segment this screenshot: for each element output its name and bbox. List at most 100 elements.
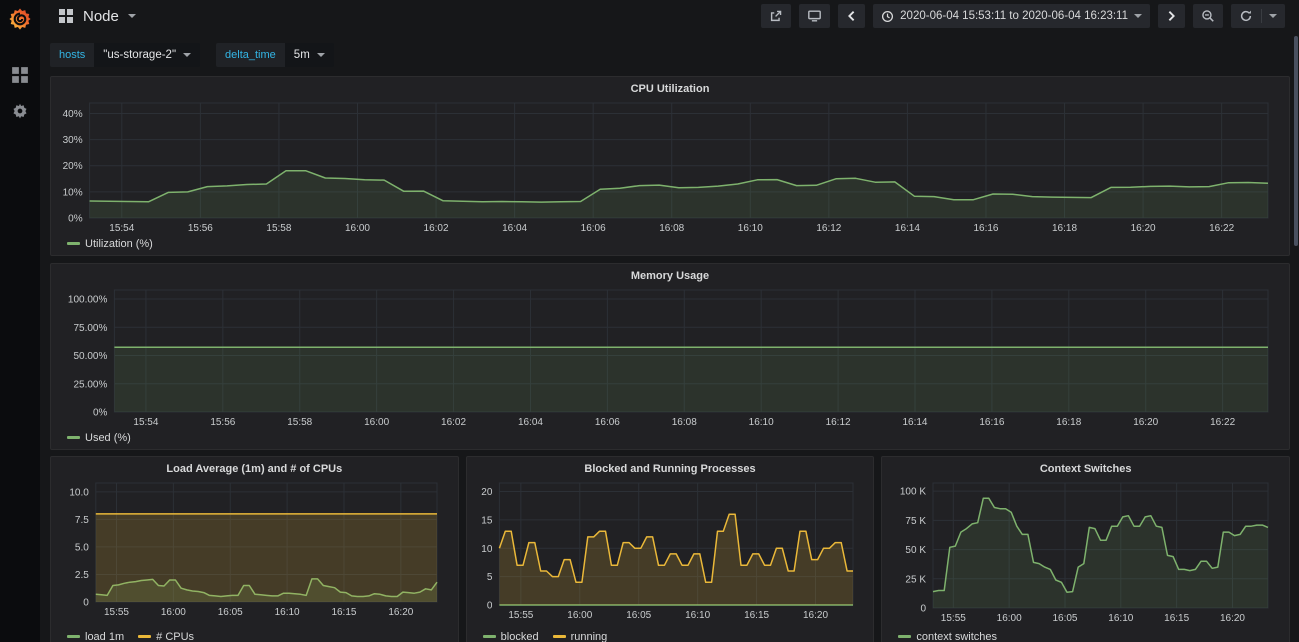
svg-text:16:14: 16:14: [902, 417, 927, 428]
svg-text:0%: 0%: [68, 214, 83, 225]
panel-blocked-running: Blocked and Running Processes 0510152015…: [466, 456, 875, 642]
chart-legend: context switches: [890, 628, 1281, 642]
time-shift-back-button[interactable]: [838, 4, 865, 28]
svg-text:16:10: 16:10: [685, 610, 710, 621]
time-range-text: 2020-06-04 15:53:11 to 2020-06-04 16:23:…: [900, 10, 1128, 22]
dashboards-icon[interactable]: [11, 66, 29, 84]
svg-text:16:10: 16:10: [738, 223, 763, 234]
variable-value-delta-time[interactable]: 5m: [285, 43, 334, 67]
legend-item-blocked[interactable]: blocked: [483, 631, 539, 642]
svg-text:25.00%: 25.00%: [73, 379, 107, 390]
svg-text:16:10: 16:10: [1109, 613, 1134, 624]
svg-text:16:22: 16:22: [1209, 223, 1234, 234]
scrollbar[interactable]: [1294, 36, 1298, 246]
svg-text:16:08: 16:08: [672, 417, 697, 428]
grafana-logo-icon[interactable]: [7, 6, 33, 32]
svg-text:25 K: 25 K: [906, 574, 927, 585]
panel-cpu-utilization: CPU Utilization 0%10%20%30%40%15:5415:56…: [50, 76, 1290, 256]
blocked-running-chart[interactable]: 0510152015:5516:0016:0516:1016:1516:20: [475, 478, 866, 628]
svg-text:40%: 40%: [63, 109, 83, 120]
panel-title[interactable]: Context Switches: [890, 461, 1281, 478]
svg-text:16:20: 16:20: [803, 610, 828, 621]
svg-text:16:04: 16:04: [518, 417, 543, 428]
svg-text:16:10: 16:10: [275, 607, 300, 618]
variable-delta-time[interactable]: delta_time 5m: [216, 43, 334, 67]
svg-text:100 K: 100 K: [900, 487, 926, 498]
svg-text:16:10: 16:10: [749, 417, 774, 428]
svg-text:16:00: 16:00: [345, 223, 370, 234]
svg-text:0: 0: [921, 604, 927, 615]
svg-text:16:18: 16:18: [1052, 223, 1077, 234]
legend-color-dash: [483, 635, 496, 638]
chart-legend: Utilization (%): [59, 235, 1281, 252]
variable-value-text: "us-storage-2": [103, 49, 176, 61]
legend-item-cpus[interactable]: # CPUs: [138, 631, 194, 642]
chevron-down-icon: [317, 53, 325, 57]
legend-color-dash: [138, 635, 151, 638]
svg-text:5.0: 5.0: [75, 542, 89, 553]
svg-text:16:16: 16:16: [979, 417, 1004, 428]
panel-title[interactable]: Blocked and Running Processes: [475, 461, 866, 478]
svg-text:16:04: 16:04: [502, 223, 527, 234]
legend-item-load-1m[interactable]: load 1m: [67, 631, 124, 642]
svg-text:75 K: 75 K: [906, 516, 927, 527]
variable-value-hosts[interactable]: "us-storage-2": [94, 43, 200, 67]
panel-title[interactable]: CPU Utilization: [59, 81, 1281, 98]
cpu-utilization-chart[interactable]: 0%10%20%30%40%15:5415:5615:5816:0016:021…: [59, 98, 1281, 235]
variable-hosts[interactable]: hosts "us-storage-2": [50, 43, 200, 67]
variable-label-hosts: hosts: [50, 43, 94, 67]
svg-text:16:05: 16:05: [1053, 613, 1078, 624]
dashboard-title[interactable]: Node: [83, 8, 119, 25]
context-switches-chart[interactable]: 025 K50 K75 K100 K15:5516:0016:0516:1016…: [890, 478, 1281, 628]
svg-text:16:00: 16:00: [161, 607, 186, 618]
legend-item-utilization[interactable]: Utilization (%): [67, 238, 153, 250]
svg-text:16:22: 16:22: [1210, 417, 1235, 428]
divider: [1261, 9, 1262, 23]
svg-text:16:18: 16:18: [1056, 417, 1081, 428]
time-range-picker[interactable]: 2020-06-04 15:53:11 to 2020-06-04 16:23:…: [873, 4, 1150, 28]
legend-item-used[interactable]: Used (%): [67, 432, 131, 444]
legend-item-context-switches[interactable]: context switches: [898, 631, 997, 642]
refresh-interval-dropdown-icon[interactable]: [1269, 14, 1277, 18]
svg-text:50 K: 50 K: [906, 545, 927, 556]
panel-title[interactable]: Load Average (1m) and # of CPUs: [59, 461, 450, 478]
refresh-button[interactable]: [1231, 4, 1285, 28]
svg-text:16:00: 16:00: [364, 417, 389, 428]
time-shift-forward-button[interactable]: [1158, 4, 1185, 28]
settings-gear-icon[interactable]: [11, 102, 29, 120]
chevron-down-icon[interactable]: [128, 14, 136, 18]
svg-text:16:02: 16:02: [441, 417, 466, 428]
legend-label: load 1m: [85, 631, 124, 642]
svg-text:15: 15: [481, 515, 493, 526]
monitor-icon: [807, 9, 822, 23]
cycle-view-button[interactable]: [799, 4, 830, 28]
svg-text:16:14: 16:14: [895, 223, 920, 234]
svg-text:16:20: 16:20: [1220, 613, 1245, 624]
panel-load-average: Load Average (1m) and # of CPUs 02.55.07…: [50, 456, 459, 642]
svg-text:16:05: 16:05: [626, 610, 651, 621]
chevron-down-icon: [1134, 14, 1142, 18]
svg-text:16:06: 16:06: [581, 223, 606, 234]
svg-text:20%: 20%: [63, 161, 83, 172]
load-average-chart[interactable]: 02.55.07.510.015:5516:0016:0516:1016:151…: [59, 478, 450, 628]
zoom-out-button[interactable]: [1193, 4, 1223, 28]
legend-item-running[interactable]: running: [553, 631, 608, 642]
svg-text:15:55: 15:55: [941, 613, 966, 624]
svg-text:15:56: 15:56: [210, 417, 235, 428]
memory-usage-chart[interactable]: 0%25.00%50.00%75.00%100.00%15:5415:5615:…: [59, 285, 1281, 429]
submenu: hosts "us-storage-2" delta_time 5m: [40, 32, 1299, 74]
svg-text:15:55: 15:55: [104, 607, 129, 618]
legend-color-dash: [553, 635, 566, 638]
legend-label: Utilization (%): [85, 238, 153, 250]
chevron-down-icon: [183, 53, 191, 57]
svg-text:16:16: 16:16: [973, 223, 998, 234]
panel-title[interactable]: Memory Usage: [59, 268, 1281, 285]
legend-label: blocked: [501, 631, 539, 642]
svg-text:16:05: 16:05: [218, 607, 243, 618]
svg-text:2.5: 2.5: [75, 570, 89, 581]
svg-text:100.00%: 100.00%: [68, 295, 108, 306]
legend-color-dash: [67, 242, 80, 245]
svg-text:16:20: 16:20: [1133, 417, 1158, 428]
share-button[interactable]: [761, 4, 791, 28]
panel-memory-usage: Memory Usage 0%25.00%50.00%75.00%100.00%…: [50, 263, 1290, 450]
